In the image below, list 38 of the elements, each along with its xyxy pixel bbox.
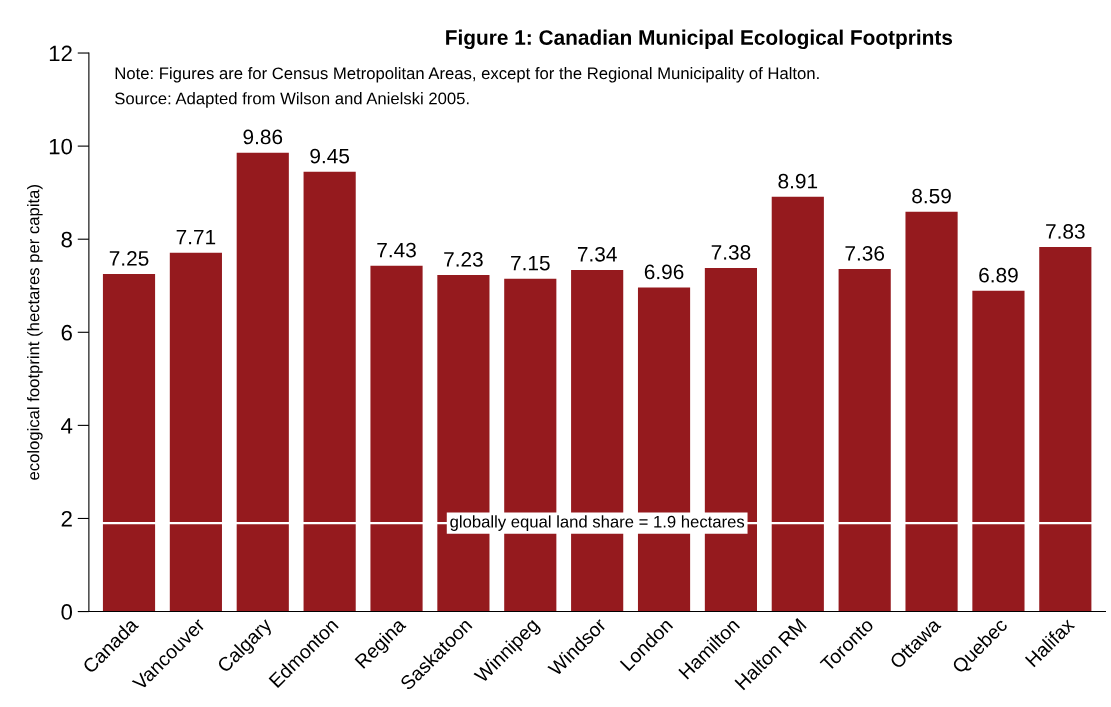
data-label: 7.38 — [711, 245, 751, 260]
y-axis-title: ecological footprint (hectares per capita) — [27, 185, 43, 480]
data-label: 9.86 — [243, 129, 283, 145]
chart-title: Figure 1: Canadian Municipal Ecological Footprints — [446, 29, 953, 50]
bar — [1039, 247, 1092, 612]
data-label: 7.43 — [377, 242, 416, 258]
annotation: Source: Adapted from Wilson and Anielski 2005. — [115, 92, 469, 108]
y-tick-label: 10 — [49, 138, 73, 155]
y-tick-label: 12 — [49, 45, 72, 62]
data-label: 7.25 — [109, 251, 149, 266]
y-tick-label: 8 — [61, 231, 72, 248]
data-label: 6.96 — [644, 264, 684, 280]
y-tick-label: 2 — [61, 511, 72, 527]
data-label: 8.59 — [912, 188, 951, 204]
bar — [504, 278, 557, 612]
bar — [972, 290, 1025, 612]
data-label: 7.34 — [577, 246, 617, 262]
bar — [905, 211, 958, 612]
y-tick-label: 6 — [61, 324, 72, 341]
data-label: 9.45 — [310, 148, 350, 164]
data-label: 7.36 — [845, 245, 885, 261]
data-label: 6.89 — [979, 267, 1018, 283]
data-label: 7.71 — [176, 229, 216, 245]
bar — [838, 268, 891, 612]
bar — [169, 252, 222, 612]
y-tick-label: 0 — [61, 604, 73, 620]
bar — [102, 274, 156, 612]
bar — [303, 171, 356, 612]
data-label: 7.15 — [511, 255, 550, 271]
data-label: 7.83 — [1046, 224, 1085, 239]
data-label: 7.23 — [444, 252, 483, 267]
data-label: 8.91 — [778, 173, 818, 189]
bar — [370, 265, 423, 612]
ref-line-label: globally equal land share = 1.9 hectares — [450, 515, 745, 531]
y-tick-label: 4 — [61, 418, 73, 434]
bar — [771, 196, 824, 612]
annotation: Note: Figures are for Census Metropolitan Areas, except for the Regional Municipality of Halton. — [115, 66, 819, 83]
bar — [236, 152, 289, 612]
